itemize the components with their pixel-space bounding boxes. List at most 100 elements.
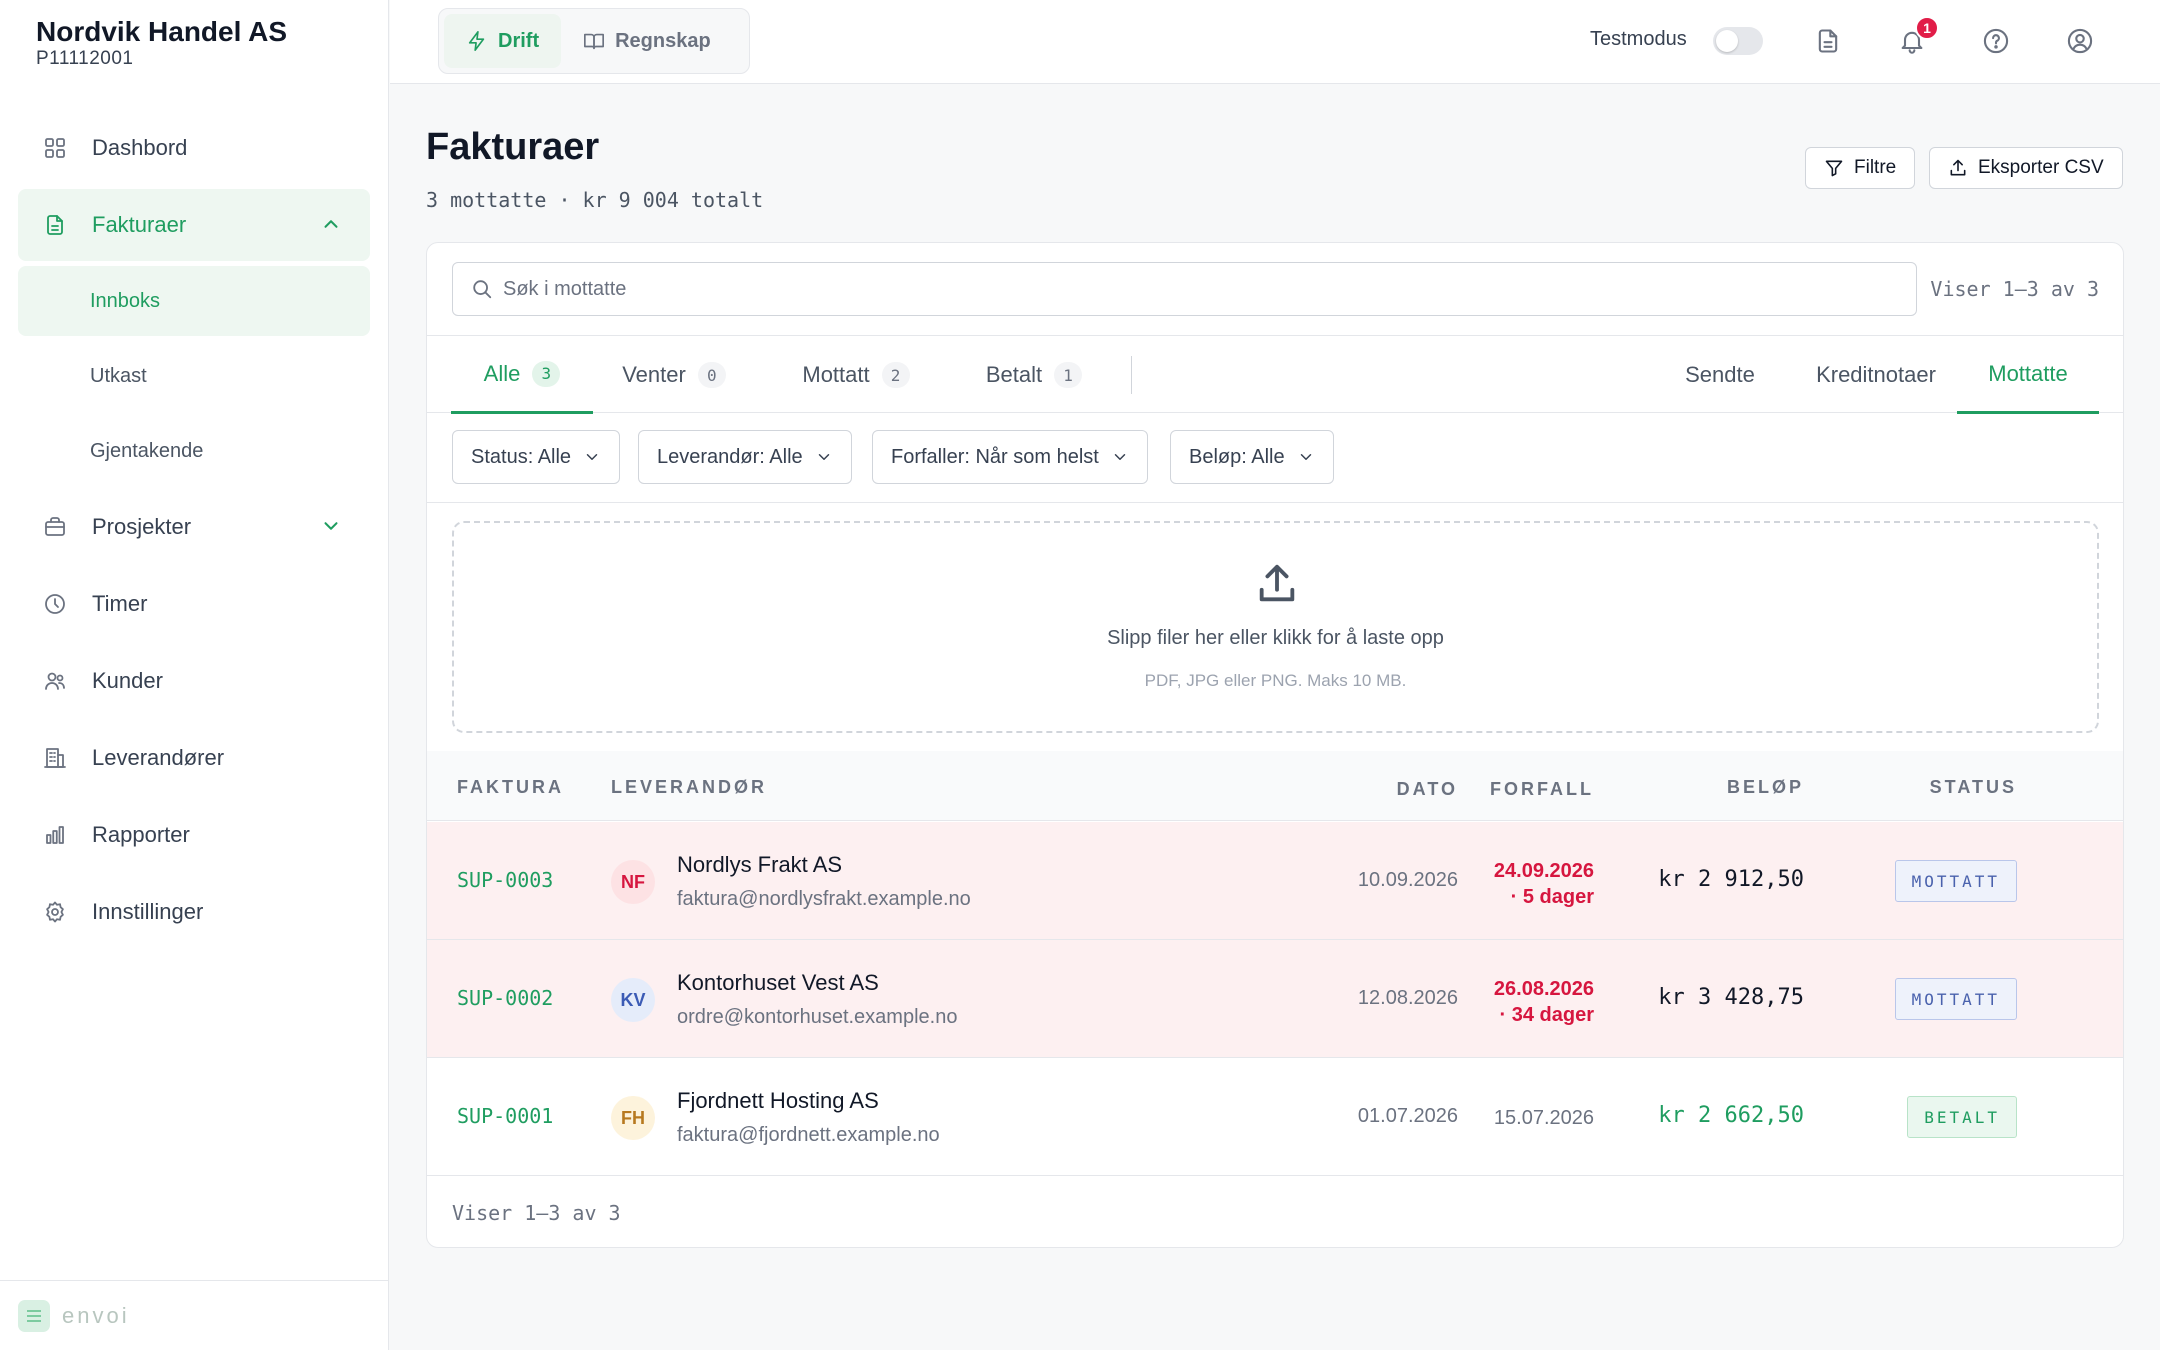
- mode-regnskap-button[interactable]: Regnskap: [561, 14, 733, 68]
- tab-alle[interactable]: Alle 3: [451, 336, 593, 414]
- search-input[interactable]: [503, 277, 1916, 301]
- vendor-email: faktura@nordlysfrakt.example.no: [677, 888, 971, 910]
- table-row[interactable]: SUP-0003 NF Nordlys Frakt AS faktura@nor…: [427, 822, 2123, 940]
- org-name: Nordvik Handel AS: [36, 16, 288, 47]
- table-row[interactable]: SUP-0001 FH Fjordnett Hosting AS faktura…: [427, 1058, 2123, 1176]
- search-icon: [473, 280, 492, 299]
- vendor-name: Kontorhuset Vest AS: [677, 970, 879, 995]
- table-row[interactable]: SUP-0002 KV Kontorhuset Vest AS ordre@ko…: [427, 940, 2123, 1058]
- sidebar-item-kunder[interactable]: Kunder: [18, 645, 370, 717]
- tab-sendte[interactable]: Sendte: [1685, 362, 1755, 387]
- mode-label: Drift: [498, 29, 540, 52]
- bell-icon[interactable]: 1: [1895, 16, 1939, 58]
- tab-count: 1: [1054, 362, 1083, 388]
- tab-venter[interactable]: Venter 0: [603, 336, 745, 414]
- tab-count: 2: [881, 362, 910, 388]
- upload-icon: [1950, 159, 1966, 176]
- vendor-avatar: KV: [611, 978, 655, 1022]
- sidebar-item-label: Timer: [92, 591, 148, 616]
- user-avatar-icon[interactable]: [2063, 24, 2097, 58]
- invoice-number-link[interactable]: SUP-0001: [457, 1104, 554, 1128]
- brand-logo-text: envoi: [62, 1302, 130, 1328]
- tab-kreditnotaer[interactable]: Kreditnotaer: [1816, 362, 1936, 387]
- page-subtitle: 3 mottatte · kr 9 004 totalt: [426, 188, 764, 212]
- document-icon: [42, 212, 68, 238]
- document-icon[interactable]: [1811, 24, 1845, 58]
- tab-count: 3: [532, 360, 561, 387]
- sidebar-item-label: Innstillinger: [92, 899, 204, 924]
- status-filter-dropdown[interactable]: Status: Alle: [452, 430, 621, 484]
- mode-switcher: Drift Regnskap: [438, 8, 750, 74]
- due-filter-dropdown[interactable]: Forfaller: Når som helst: [872, 430, 1148, 484]
- book-open-icon: [584, 33, 605, 50]
- users-icon: [42, 668, 68, 694]
- sidebar-item-leverandorer[interactable]: Leverandører: [18, 722, 370, 794]
- column-header-forfall: FORFALL: [1490, 779, 1594, 799]
- due-date-value: 26.08.2026: [1493, 978, 1594, 1000]
- tab-mottatt[interactable]: Mottatt 2: [781, 336, 931, 414]
- vendor-filter-dropdown[interactable]: Leverandør: Alle: [638, 430, 852, 484]
- tab-mottatte[interactable]: Mottatte: [1957, 336, 2099, 414]
- filter-icon: [1825, 160, 1843, 177]
- file-dropzone[interactable]: Slipp filer her eller klikk for å laste …: [452, 521, 2099, 733]
- invoice-date: 12.08.2026: [1357, 987, 1458, 1009]
- filter-label: Forfaller: Når som helst: [891, 445, 1099, 468]
- sidebar-subitem-innboks[interactable]: Innboks: [18, 266, 370, 336]
- testmodus-label: Testmodus: [1590, 28, 1687, 50]
- chevron-down-icon: [1300, 454, 1311, 460]
- tab-divider: [1131, 356, 1132, 394]
- help-icon[interactable]: [1979, 24, 2013, 58]
- due-days-note: · 34 dager: [1499, 1004, 1594, 1026]
- testmodus-toggle[interactable]: [1713, 27, 1763, 55]
- chevron-down-icon[interactable]: [320, 515, 344, 539]
- tab-label: Mottatt: [802, 362, 870, 387]
- invoice-amount: kr 2 912,50: [1658, 867, 1804, 892]
- column-header-faktura: FAKTURA: [457, 777, 564, 797]
- invoice-number-link[interactable]: SUP-0003: [457, 868, 554, 892]
- mode-drift-button[interactable]: Drift: [444, 14, 562, 68]
- envoi-logo-icon: [18, 1299, 50, 1332]
- amount-filter-dropdown[interactable]: Beløp: Alle: [1170, 430, 1334, 484]
- sidebar-item-prosjekter[interactable]: Prosjekter: [18, 491, 370, 563]
- page-title: Fakturaer: [426, 126, 600, 168]
- sidebar-item-label: Kunder: [92, 668, 163, 693]
- sidebar-subitem-gjentakende[interactable]: Gjentakende: [90, 439, 204, 462]
- search-box: [452, 262, 1917, 316]
- invoice-number-link[interactable]: SUP-0002: [457, 986, 554, 1010]
- sidebar-subitem-utkast[interactable]: Utkast: [90, 364, 147, 387]
- vendor-email: faktura@fjordnett.example.no: [677, 1124, 940, 1146]
- org-id: P11112001: [36, 48, 134, 69]
- chevron-up-icon[interactable]: [320, 213, 344, 237]
- due-days-note: · 5 dager: [1510, 886, 1594, 908]
- status-badge: MOTTATT: [1894, 860, 2017, 902]
- invoice-date: 10.09.2026: [1357, 869, 1458, 891]
- chevron-down-icon: [1114, 454, 1126, 460]
- export-csv-button[interactable]: Eksporter CSV: [1929, 147, 2123, 189]
- sidebar-item-dashbord[interactable]: Dashbord: [18, 112, 370, 184]
- mode-label: Regnskap: [615, 29, 711, 52]
- sidebar-item-fakturaer[interactable]: Fakturaer: [18, 189, 370, 261]
- notification-badge: 1: [1915, 16, 1939, 40]
- clock-icon: [42, 591, 68, 617]
- sidebar-item-label: Dashbord: [92, 135, 188, 160]
- filter-button[interactable]: Filtre: [1805, 147, 1916, 189]
- sidebar-item-rapporter[interactable]: Rapporter: [18, 799, 370, 871]
- sidebar-item-timer[interactable]: Timer: [18, 568, 370, 640]
- column-header-status: STATUS: [1929, 777, 2017, 797]
- dropzone-title: Slipp filer her eller klikk for å laste …: [1107, 627, 1444, 649]
- vendor-name: Nordlys Frakt AS: [677, 852, 843, 877]
- sidebar-item-innstillinger[interactable]: Innstillinger: [18, 876, 370, 948]
- pagination-summary: Viser 1–3 av 3: [452, 1201, 621, 1225]
- tab-label: Alle: [483, 360, 521, 386]
- sidebar-footer: envoi: [0, 1280, 389, 1350]
- filter-label: Beløp: Alle: [1189, 445, 1285, 468]
- filter-row: Status: Alle Leverandør: Alle Forfaller:…: [427, 413, 2123, 503]
- gear-icon: [42, 899, 68, 925]
- filter-label: Leverandør: Alle: [657, 445, 803, 468]
- lightning-icon: [468, 31, 485, 51]
- building-icon: [42, 745, 68, 771]
- tab-betalt[interactable]: Betalt 1: [963, 336, 1105, 414]
- column-header-dato: DATO: [1396, 779, 1458, 799]
- status-badge: BETALT: [1907, 1096, 2017, 1138]
- grid-icon: [42, 135, 68, 161]
